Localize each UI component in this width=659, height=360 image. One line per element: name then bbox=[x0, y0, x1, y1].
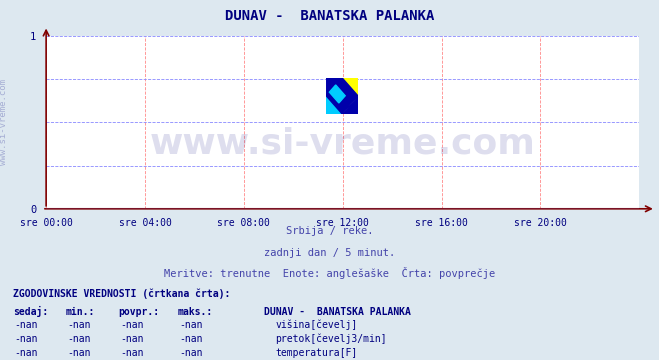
Text: -nan: -nan bbox=[14, 334, 38, 344]
Text: -nan: -nan bbox=[14, 348, 38, 359]
Text: -nan: -nan bbox=[179, 334, 203, 344]
Text: DUNAV -  BANATSKA PALANKA: DUNAV - BANATSKA PALANKA bbox=[264, 307, 411, 317]
Text: -nan: -nan bbox=[179, 320, 203, 330]
Text: pretok[čevelj3/min]: pretok[čevelj3/min] bbox=[275, 333, 387, 344]
Polygon shape bbox=[326, 78, 358, 114]
Text: Meritve: trenutne  Enote: anglešaške  Črta: povprečje: Meritve: trenutne Enote: anglešaške Črta… bbox=[164, 267, 495, 279]
Text: -nan: -nan bbox=[67, 334, 91, 344]
Text: -nan: -nan bbox=[120, 320, 144, 330]
Text: www.si-vreme.com: www.si-vreme.com bbox=[0, 80, 8, 165]
Text: maks.:: maks.: bbox=[178, 307, 213, 317]
Text: -nan: -nan bbox=[67, 320, 91, 330]
Text: DUNAV -  BANATSKA PALANKA: DUNAV - BANATSKA PALANKA bbox=[225, 9, 434, 23]
Bar bbox=[326, 96, 342, 114]
Text: -nan: -nan bbox=[120, 334, 144, 344]
Text: višina[čevelj]: višina[čevelj] bbox=[275, 319, 358, 330]
Polygon shape bbox=[330, 85, 345, 103]
Text: Srbija / reke.: Srbija / reke. bbox=[286, 226, 373, 236]
Text: povpr.:: povpr.: bbox=[119, 307, 159, 317]
Polygon shape bbox=[326, 78, 342, 96]
Text: -nan: -nan bbox=[67, 348, 91, 359]
Text: www.si-vreme.com: www.si-vreme.com bbox=[150, 126, 536, 160]
Text: -nan: -nan bbox=[179, 348, 203, 359]
Text: zadnji dan / 5 minut.: zadnji dan / 5 minut. bbox=[264, 248, 395, 258]
Text: sedaj:: sedaj: bbox=[13, 306, 48, 317]
Text: -nan: -nan bbox=[120, 348, 144, 359]
Bar bbox=[342, 78, 358, 96]
Text: -nan: -nan bbox=[14, 320, 38, 330]
Text: ZGODOVINSKE VREDNOSTI (črtkana črta):: ZGODOVINSKE VREDNOSTI (črtkana črta): bbox=[13, 288, 231, 299]
Text: min.:: min.: bbox=[66, 307, 96, 317]
Text: temperatura[F]: temperatura[F] bbox=[275, 348, 358, 359]
Polygon shape bbox=[342, 96, 358, 114]
